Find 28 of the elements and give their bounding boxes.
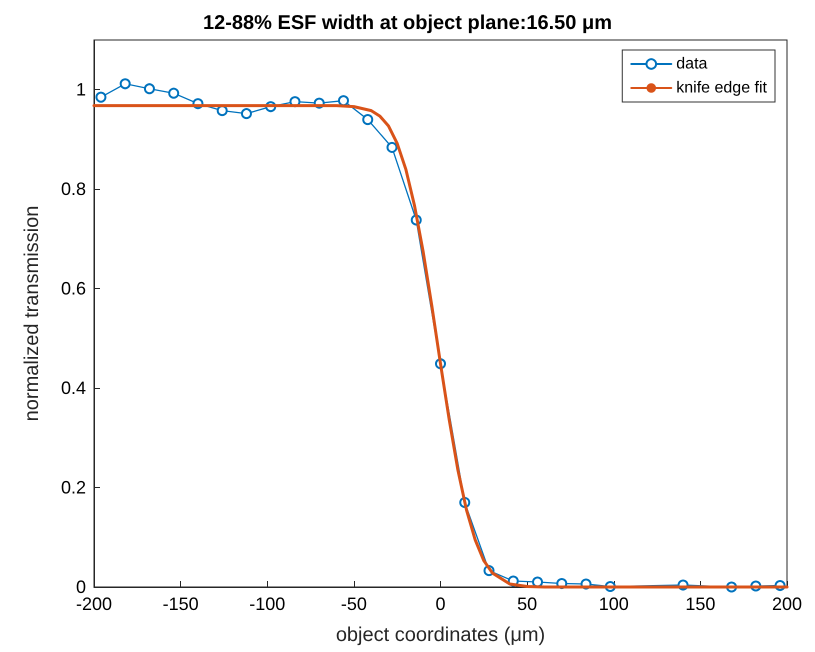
y-tick-label: 0.8: [60, 179, 86, 200]
y-tick-label: 1: [76, 80, 86, 100]
y-tick-label: 0.6: [60, 278, 86, 299]
x-tick-label: -200: [76, 594, 112, 614]
chart-title: 12-88% ESF width at object plane:16.50 μm: [202, 12, 612, 34]
point: [168, 88, 180, 99]
point: [386, 142, 398, 153]
x-axis-title: object coordinates (μm): [336, 624, 546, 646]
x-tick-label: 200: [772, 594, 802, 614]
x-tick-label: 50: [517, 594, 538, 614]
point: [95, 92, 106, 103]
point: [240, 108, 252, 120]
y-tick-label: 0: [76, 577, 86, 597]
y-axis-title: normalized transmission: [21, 206, 43, 422]
x-tick-label: 0: [435, 594, 446, 614]
x-tick-label: -150: [162, 594, 199, 614]
y-tick-label: 0.4: [60, 378, 86, 398]
y-tick-label: 0.2: [60, 478, 86, 498]
point: [120, 78, 131, 90]
legend-label: knife edge fit: [676, 80, 768, 96]
point: [144, 83, 155, 94]
x-tick-label: 100: [598, 594, 629, 614]
x-tick-label: 150: [685, 594, 716, 614]
x-tick-label: -50: [340, 594, 367, 614]
x-tick-label: -100: [249, 594, 286, 614]
point: [362, 114, 374, 126]
legend-label: data: [676, 56, 708, 72]
point: [338, 95, 349, 106]
